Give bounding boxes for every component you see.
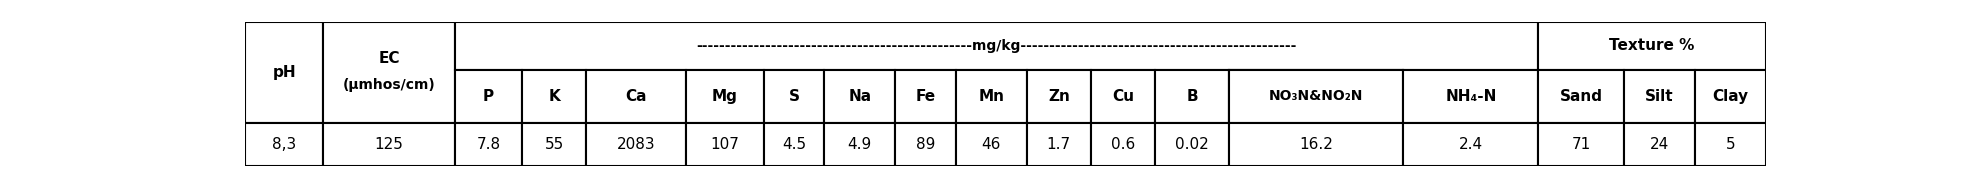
Text: 0.6: 0.6 — [1110, 137, 1134, 152]
Text: Mg: Mg — [712, 89, 738, 104]
Text: Silt: Silt — [1644, 89, 1674, 104]
Bar — [1091, 123, 1156, 166]
Text: 7.8: 7.8 — [477, 137, 500, 152]
Bar — [1026, 70, 1091, 123]
Text: ------------------------------------------------mg/kg---------------------------: ----------------------------------------… — [697, 39, 1297, 53]
Text: Texture %: Texture % — [1609, 39, 1695, 53]
Bar — [1403, 70, 1538, 123]
Bar — [587, 70, 687, 123]
Text: 107: 107 — [710, 137, 740, 152]
Bar — [245, 123, 324, 166]
Bar — [1538, 22, 1766, 70]
Text: 125: 125 — [375, 137, 404, 152]
Text: 5: 5 — [1725, 137, 1734, 152]
Text: 24: 24 — [1650, 137, 1670, 152]
Bar — [522, 70, 587, 123]
Text: K: K — [549, 89, 561, 104]
Bar — [1230, 70, 1403, 123]
Bar — [1538, 70, 1625, 123]
Text: NH₄-N: NH₄-N — [1446, 89, 1497, 104]
Text: Cu: Cu — [1112, 89, 1134, 104]
Text: Na: Na — [848, 89, 871, 104]
Bar — [455, 70, 522, 123]
Bar — [1403, 123, 1538, 166]
Bar — [455, 123, 522, 166]
Text: pH: pH — [273, 65, 296, 80]
Text: P: P — [483, 89, 494, 104]
Bar — [824, 70, 895, 123]
Bar — [687, 123, 763, 166]
Bar — [1156, 70, 1230, 123]
Bar — [1026, 123, 1091, 166]
Text: Clay: Clay — [1713, 89, 1748, 104]
Text: Sand: Sand — [1560, 89, 1603, 104]
Text: Zn: Zn — [1048, 89, 1069, 104]
Bar — [824, 123, 895, 166]
Text: 0.02: 0.02 — [1175, 137, 1209, 152]
Text: 4.9: 4.9 — [848, 137, 871, 152]
Bar — [324, 22, 455, 123]
Text: 89: 89 — [916, 137, 936, 152]
Text: 71: 71 — [1572, 137, 1591, 152]
Text: 2.4: 2.4 — [1460, 137, 1483, 152]
Bar — [895, 123, 955, 166]
Bar — [955, 70, 1026, 123]
Text: S: S — [789, 89, 800, 104]
Bar — [1230, 70, 1403, 123]
Text: 4.5: 4.5 — [783, 137, 806, 152]
Text: B: B — [1187, 89, 1199, 104]
Bar — [522, 123, 587, 166]
Text: Ca: Ca — [626, 89, 647, 104]
Bar — [763, 123, 824, 166]
Text: 8,3: 8,3 — [273, 137, 296, 152]
Bar — [1625, 70, 1695, 123]
Bar — [1538, 123, 1625, 166]
Text: 55: 55 — [545, 137, 563, 152]
Bar — [245, 22, 324, 123]
Text: EC: EC — [379, 51, 400, 66]
Bar — [1091, 70, 1156, 123]
Bar — [895, 70, 955, 123]
Bar — [455, 22, 1538, 70]
Bar — [687, 70, 763, 123]
Bar — [1625, 123, 1695, 166]
Bar — [1695, 123, 1766, 166]
Text: 46: 46 — [981, 137, 1001, 152]
Text: (μmhos/cm): (μmhos/cm) — [343, 78, 436, 92]
Bar — [587, 123, 687, 166]
Bar — [1695, 70, 1766, 123]
Text: 1.7: 1.7 — [1048, 137, 1071, 152]
Text: 16.2: 16.2 — [1299, 137, 1334, 152]
Bar — [955, 123, 1026, 166]
Text: NO₃N&NO₂N: NO₃N&NO₂N — [1269, 89, 1364, 103]
Bar — [1156, 123, 1230, 166]
Bar — [324, 123, 455, 166]
Text: Mn: Mn — [979, 89, 1005, 104]
Text: 2083: 2083 — [616, 137, 655, 152]
Text: Fe: Fe — [916, 89, 936, 104]
Bar — [763, 70, 824, 123]
Bar — [1230, 123, 1403, 166]
